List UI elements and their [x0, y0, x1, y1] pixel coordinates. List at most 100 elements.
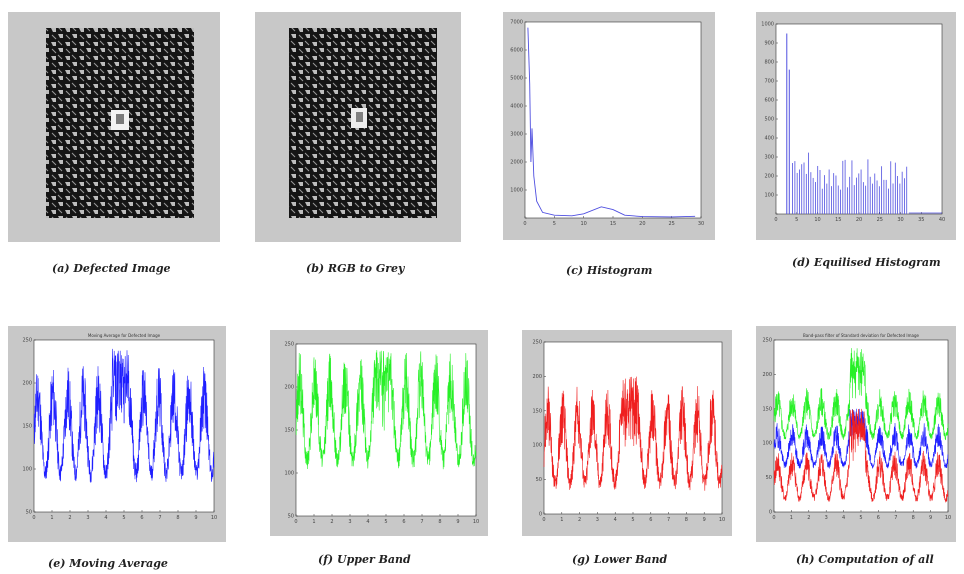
histogram-chart: 0 5 10 15 20 25 30 1000 2000 3000 4000 5000 6000 7000 — [510, 20, 704, 228]
x-tick-label: 2 — [578, 517, 581, 523]
x-tick-label: 6 — [140, 515, 143, 521]
y-tick-label: 50 — [288, 514, 294, 520]
panel-computation-all: 0 1 2 3 4 5 6 7 8 9 10 0 50 100 150 200 250 Band-pass fil… — [756, 326, 956, 542]
caption-e: (e) Moving Average — [48, 557, 168, 570]
x-tick-label: 4 — [366, 519, 369, 525]
caption-c: (c) Histogram — [566, 264, 653, 277]
y-tick-label: 50 — [26, 510, 32, 516]
y-tick-label: 100 — [762, 441, 772, 447]
panel-histogram: 0 5 10 15 20 25 30 1000 2000 3000 4000 5000 6000 7000 — [503, 12, 715, 240]
y-tick-label: 200 — [532, 374, 542, 380]
caption-b: (b) RGB to Grey — [306, 262, 405, 275]
x-tick-label: 2 — [807, 515, 810, 521]
x-tick-label: 0 — [542, 517, 545, 523]
x-tick-label: 10 — [211, 515, 217, 521]
x-tick-label: 15 — [610, 221, 616, 227]
y-tick-label: 250 — [284, 342, 294, 348]
caption-d: (d) Equilised Histogram — [792, 256, 941, 269]
x-tick-label: 7 — [158, 515, 161, 521]
y-tick-label: 200 — [764, 174, 774, 180]
x-tick-label: 10 — [473, 519, 479, 525]
x-tick-label: 0 — [772, 515, 775, 521]
x-tick-label: 9 — [456, 519, 459, 525]
x-tick-label: 0 — [523, 221, 526, 227]
x-tick-label: 6 — [877, 515, 880, 521]
x-tick-label: 8 — [438, 519, 441, 525]
signal-series — [33, 348, 215, 484]
y-tick-label: 700 — [764, 79, 774, 85]
x-tick-label: 15 — [835, 217, 841, 223]
x-tick-label: 30 — [897, 217, 903, 223]
y-tick-label: 400 — [764, 136, 774, 142]
panel-lower-band: 0 1 2 3 4 5 6 7 8 9 10 0 50 100 150 200 250 — [522, 330, 732, 536]
x-tick-label: 5 — [859, 515, 862, 521]
x-tick-label: 30 — [698, 221, 704, 227]
y-tick-label: 200 — [284, 385, 294, 391]
y-tick-label: 100 — [22, 467, 32, 473]
x-tick-label: 7 — [420, 519, 423, 525]
x-tick-label: 8 — [176, 515, 179, 521]
y-tick-label: 150 — [762, 406, 772, 412]
y-tick-label: 500 — [764, 117, 774, 123]
panel-moving-average: 0 1 2 3 4 5 6 7 8 9 10 50 100 150 200 250 Moving Average… — [8, 326, 226, 542]
y-tick-label: 250 — [532, 340, 542, 346]
x-tick-label: 5 — [553, 221, 556, 227]
x-tick-label: 3 — [596, 517, 599, 523]
x-tick-label: 5 — [795, 217, 798, 223]
panel-upper-band: 0 1 2 3 4 5 6 7 8 9 10 50 100 150 200 250 — [270, 330, 488, 536]
x-tick-label: 9 — [703, 517, 706, 523]
x-tick-label: 35 — [918, 217, 924, 223]
x-tick-label: 20 — [639, 221, 645, 227]
y-tick-label: 6000 — [510, 48, 523, 54]
x-tick-label: 25 — [668, 221, 674, 227]
x-tick-label: 4 — [104, 515, 107, 521]
x-tick-label: 20 — [856, 217, 862, 223]
x-tick-label: 7 — [894, 515, 897, 521]
x-tick-label: 5 — [122, 515, 125, 521]
x-tick-label: 9 — [194, 515, 197, 521]
moving-average-chart: 0 1 2 3 4 5 6 7 8 9 10 50 100 150 200 250 Moving Average… — [22, 333, 217, 521]
x-tick-label: 10 — [580, 221, 586, 227]
x-tick-label: 2 — [68, 515, 71, 521]
y-tick-label: 200 — [762, 372, 772, 378]
chart-title: Band-pass filter of Standard deviation f… — [803, 333, 919, 338]
y-tick-label: 250 — [762, 338, 772, 344]
x-tick-label: 3 — [825, 515, 828, 521]
y-tick-label: 50 — [536, 477, 542, 483]
caption-h: (h) Computation of all — [796, 553, 934, 566]
x-tick-label: 1 — [312, 519, 315, 525]
x-tick-label: 0 — [774, 217, 777, 223]
y-tick-label: 900 — [764, 41, 774, 47]
y-tick-label: 3000 — [510, 132, 523, 138]
upper-band-series — [773, 348, 949, 441]
x-tick-label: 40 — [939, 217, 945, 223]
y-tick-label: 50 — [766, 475, 772, 481]
x-tick-label: 0 — [32, 515, 35, 521]
y-tick-label: 100 — [532, 443, 542, 449]
y-tick-label: 1000 — [761, 22, 774, 28]
upper-band-chart: 0 1 2 3 4 5 6 7 8 9 10 50 100 150 200 250 — [284, 342, 479, 526]
y-tick-label: 100 — [284, 471, 294, 477]
y-tick-label: 250 — [22, 338, 32, 344]
caption-g: (g) Lower Band — [572, 553, 668, 566]
caption-f: (f) Upper Band — [318, 553, 411, 566]
x-tick-label: 4 — [842, 515, 845, 521]
x-tick-label: 4 — [614, 517, 617, 523]
plot-area — [543, 341, 723, 515]
x-tick-label: 25 — [877, 217, 883, 223]
y-tick-label: 150 — [22, 424, 32, 430]
x-tick-label: 10 — [719, 517, 725, 523]
x-tick-label: 2 — [330, 519, 333, 525]
x-tick-label: 1 — [50, 515, 53, 521]
histogram-line — [527, 27, 696, 218]
chart-title: Moving Average for Defected Image — [88, 333, 161, 338]
x-tick-label: 1 — [790, 515, 793, 521]
equalised-histogram-chart: 0 5 10 15 20 25 30 35 40 100 200 300 400 500 600 700 800… — [761, 22, 945, 224]
plot-area — [524, 21, 702, 219]
y-tick-label: 0 — [539, 512, 542, 518]
y-tick-label: 4000 — [510, 104, 523, 110]
signal-series — [295, 350, 477, 470]
x-tick-label: 1 — [560, 517, 563, 523]
